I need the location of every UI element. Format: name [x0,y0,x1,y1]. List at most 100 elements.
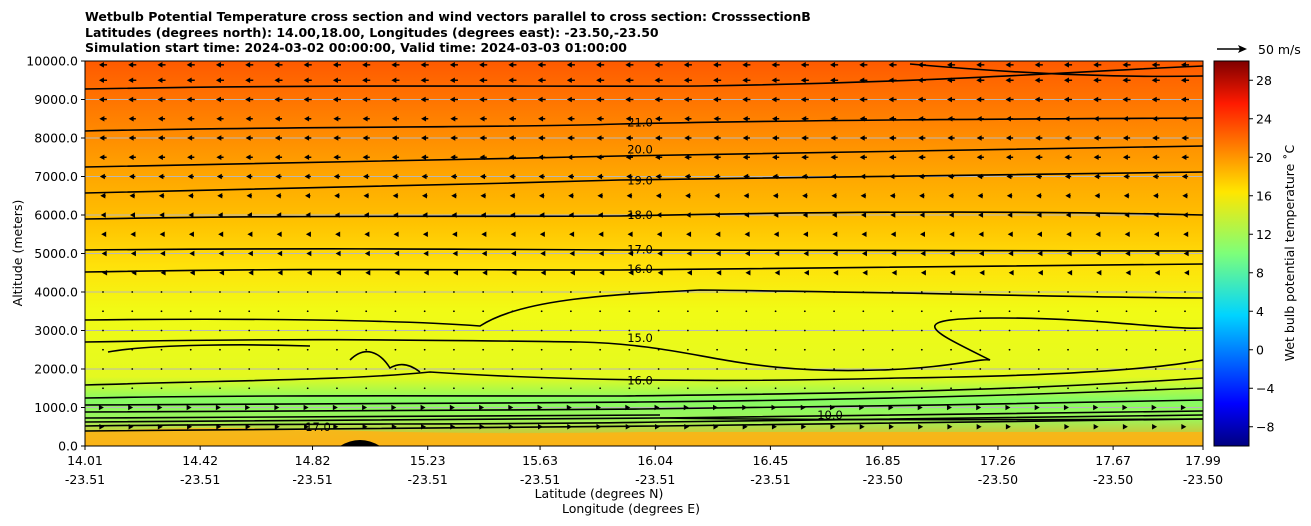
wind-vector [187,115,195,122]
x-tick-label-lat: 14.42 [182,453,218,468]
wind-vector [685,192,691,199]
wind-vector [742,404,748,411]
wind-vector [716,387,719,390]
wind-vector [538,135,546,141]
wind-vector [1064,115,1072,122]
wind-vector [657,291,660,293]
x-tick-label-lat: 14.01 [67,453,103,468]
wind-vector [918,115,926,122]
wind-vector [277,250,283,257]
wind-vector [1096,291,1099,293]
wind-vector [713,404,719,411]
wind-vector [277,368,280,370]
wind-vector [569,310,572,313]
wind-vector [1094,173,1101,180]
wind-vector [803,310,806,313]
wind-vector [801,135,809,141]
wind-vector [1181,154,1189,161]
wind-vector [189,329,192,332]
wind-vector [480,173,487,180]
wind-vector [1034,404,1040,411]
wind-vector [364,231,370,238]
wind-vector [362,404,368,411]
wind-vector [1184,329,1186,332]
wind-vector [917,77,926,84]
wind-vector [920,348,923,351]
wind-vector [948,212,954,218]
wind-vector [596,173,604,180]
wind-vector [947,154,955,161]
wind-vector [569,231,575,238]
wind-vector [716,310,719,313]
wind-vector [657,329,660,332]
wind-vector [774,329,777,332]
wind-vector [159,212,165,218]
wind-vector [1181,115,1189,122]
wind-vector [303,404,309,411]
wind-key: 50 m/s [1217,42,1301,57]
wind-vector [219,368,221,370]
wind-vector [451,192,457,199]
wind-vector [1154,329,1157,332]
x-tick-label-lat: 16.45 [753,453,789,468]
wind-vector [1008,348,1011,351]
wind-vector [1005,404,1011,411]
wind-vector [1008,291,1011,293]
wind-vector [568,192,574,199]
wind-vector [158,173,165,180]
wind-vector [861,250,867,257]
wind-vector [304,115,312,122]
wind-vector [715,231,721,238]
wind-vector [771,404,777,411]
wind-vector [336,269,342,276]
wind-vector [596,77,605,84]
wind-vector [713,423,719,430]
wind-vector [979,329,982,332]
wind-vector [627,212,633,218]
wind-vector [1008,387,1011,390]
wind-vector [391,404,397,411]
wind-vector [803,329,806,332]
wind-vector [1008,329,1011,332]
wind-vector [745,250,751,257]
wind-vector [216,173,224,180]
wind-vector [1180,77,1190,84]
wind-vector [305,192,311,199]
wind-vector [803,250,809,257]
colorbar-tick-label: −8 [1256,419,1274,434]
wind-vector [189,291,192,293]
wind-vector [362,154,370,161]
wind-vector [247,250,253,257]
x-tick-label-lon: -23.51 [292,472,332,487]
wind-vector [508,115,517,122]
wind-vector [861,231,867,238]
x-tick-label-lat: 16.04 [637,453,673,468]
wind-vector [452,231,458,238]
wind-vector [157,62,166,68]
colorbar-tick-label: 12 [1256,227,1272,242]
wind-vector [1065,192,1071,199]
wind-vector [716,269,722,276]
wind-vector [1037,329,1040,332]
wind-vector [569,368,572,370]
wind-vector [683,96,692,103]
wind-vector [391,135,400,141]
wind-vector [628,348,631,351]
wind-vector [508,404,514,411]
wind-vector [362,115,370,122]
wind-vector [655,173,662,180]
wind-vector [628,368,631,370]
wind-vector [305,212,311,218]
wind-vector [654,404,660,411]
wind-vector [422,231,428,238]
wind-vector [481,250,487,257]
wind-vector [829,404,835,411]
wind-vector [830,423,836,430]
wind-vector [1184,291,1186,293]
wind-vector [655,154,663,161]
wind-vector [1153,192,1159,199]
wind-vector [336,348,338,351]
wind-vector [771,423,777,430]
wind-vector [950,387,952,390]
wind-vector [979,269,985,276]
